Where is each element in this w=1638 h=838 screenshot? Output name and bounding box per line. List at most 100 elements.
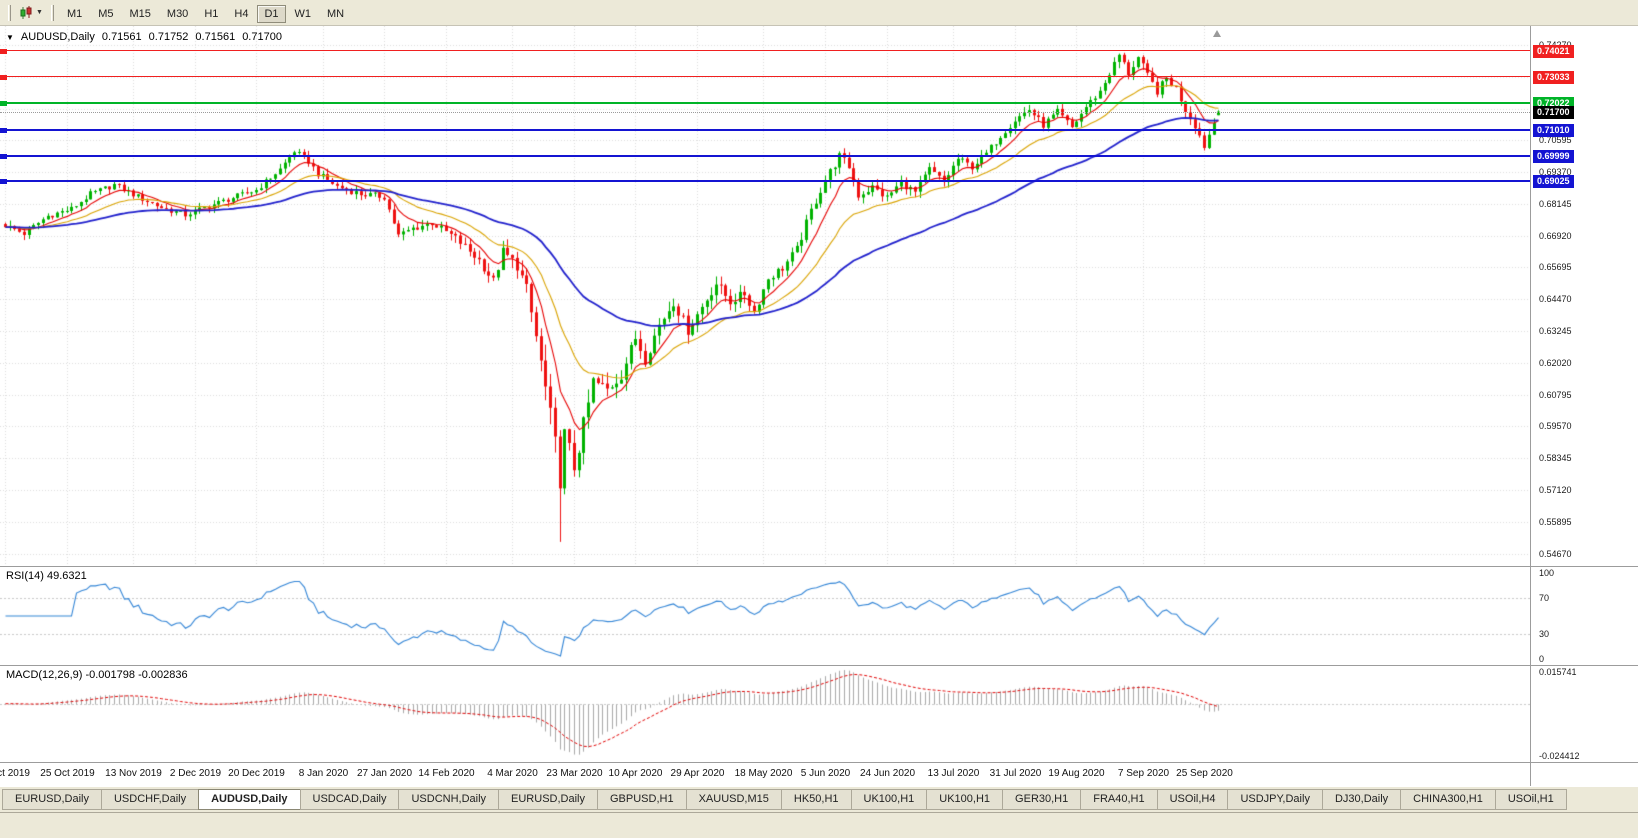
rsi-indicator-canvas[interactable] <box>0 567 1530 665</box>
chart-tab-FRA40-H1[interactable]: FRA40,H1 <box>1080 789 1158 810</box>
horizontal-levels-layer <box>0 26 1530 566</box>
date-axis-label: 29 Apr 2020 <box>670 768 725 779</box>
timeframe-button-H1[interactable]: H1 <box>204 7 219 20</box>
date-axis-label: 5 Jun 2020 <box>800 768 851 779</box>
chart-tab-DJ30-Daily[interactable]: DJ30,Daily <box>1321 789 1402 810</box>
horizontal-level-line[interactable] <box>0 102 1530 104</box>
level-left-marker-icon <box>0 49 7 54</box>
chart-symbol-label: AUDUSD,Daily <box>20 31 95 43</box>
date-axis-label: 14 Feb 2020 <box>418 768 475 779</box>
chart-type-icon[interactable] <box>16 4 36 22</box>
pane-separator[interactable] <box>0 762 1638 763</box>
rsi-axis-label: 0 <box>1539 654 1545 664</box>
date-axis-label: 25 Sep 2020 <box>1176 768 1233 779</box>
chart-tab-UK100-H1[interactable]: UK100,H1 <box>850 789 928 810</box>
horizontal-level-line[interactable] <box>0 180 1530 182</box>
candlestick-icon <box>20 5 32 19</box>
price-axis-label: 0.70595 <box>1539 135 1572 145</box>
horizontal-level-line[interactable] <box>0 129 1530 131</box>
rsi-axis-label: 100 <box>1539 568 1555 578</box>
timeframe-button-W1[interactable]: W1 <box>294 7 312 20</box>
macd-label: MACD(12,26,9) -0.001798 -0.002836 <box>6 669 188 681</box>
price-axis-label: 0.66920 <box>1539 231 1572 241</box>
price-axis-label: 0.59570 <box>1539 421 1572 431</box>
price-axis-label: 0.68145 <box>1539 199 1572 209</box>
toolbar-grip[interactable] <box>8 4 11 21</box>
chart-tab-HK50-H1[interactable]: HK50,H1 <box>780 789 852 810</box>
timeframe-button-D1[interactable]: D1 <box>257 4 286 23</box>
collapse-triangle-icon[interactable]: ▼ <box>6 33 14 42</box>
level-left-marker-icon <box>0 101 7 106</box>
chart-tab-EURUSD-Daily[interactable]: EURUSD,Daily <box>2 789 102 810</box>
toolbar-grip[interactable] <box>50 4 54 21</box>
price-axis-label: 0.60795 <box>1539 390 1572 400</box>
price-axis-label: 0.62020 <box>1539 358 1572 368</box>
chart-tab-USDCAD-Daily[interactable]: USDCAD,Daily <box>299 789 400 810</box>
horizontal-level-line[interactable] <box>0 76 1530 77</box>
timeframe-button-M30[interactable]: M30 <box>166 7 189 20</box>
time-axis[interactable]: 7 Oct 2019 25 Oct 2019 13 Nov 2019 2 Dec 20… <box>0 763 1530 786</box>
chart-tab-EURUSD-Daily[interactable]: EURUSD,Daily <box>498 789 598 810</box>
price-axis-label: 0.69370 <box>1539 167 1572 177</box>
date-axis-label: 31 Jul 2020 <box>989 768 1042 779</box>
price-axis-label: 0.55895 <box>1539 517 1572 527</box>
price-level-badge: 0.71010 <box>1533 124 1574 137</box>
chart-tab-GER30-H1[interactable]: GER30,H1 <box>1002 789 1082 810</box>
horizontal-level-line[interactable] <box>0 50 1530 51</box>
current-price-badge: 0.71700 <box>1533 106 1574 119</box>
chart-tab-CHINA300-H1[interactable]: CHINA300,H1 <box>1400 789 1496 810</box>
low-value: 0.71561 <box>195 31 236 43</box>
chart-tab-USDCNH-Daily[interactable]: USDCNH,Daily <box>398 789 500 810</box>
timeframe-button-H4[interactable]: H4 <box>234 7 249 20</box>
date-axis-label: 24 Jun 2020 <box>859 768 916 779</box>
date-axis-label: 2 Dec 2019 <box>169 768 222 779</box>
date-axis-label: 18 May 2020 <box>734 768 793 779</box>
date-axis-label: 19 Aug 2020 <box>1048 768 1105 779</box>
date-axis-label: 23 Mar 2020 <box>546 768 603 779</box>
status-strip <box>0 812 1638 838</box>
open-value: 0.71561 <box>101 31 142 43</box>
chart-window: ▼ AUDUSD,Daily 0.71561 0.71752 0.71561 0… <box>0 26 1638 786</box>
close-value: 0.71700 <box>242 31 282 43</box>
price-level-badge: 0.69999 <box>1533 150 1574 163</box>
macd-axis-label: -0.024412 <box>1539 751 1580 761</box>
chart-tab-USOil-H4[interactable]: USOil,H4 <box>1156 789 1229 810</box>
price-axis-label: 0.54670 <box>1539 549 1572 559</box>
chevron-down-icon[interactable]: ▼ <box>36 9 43 16</box>
date-axis-label: 7 Oct 2019 <box>0 768 30 779</box>
chart-tab-bar: EURUSD,Daily USDCHF,Daily AUDUSD,Daily USDC… <box>0 786 1638 812</box>
date-axis-label: 4 Mar 2020 <box>487 768 538 779</box>
level-left-marker-icon <box>0 154 7 159</box>
rsi-label: RSI(14) 49.6321 <box>6 570 87 582</box>
high-value: 0.71752 <box>148 31 189 43</box>
timeframe-button-M15[interactable]: M15 <box>129 7 151 20</box>
level-left-marker-icon <box>0 75 7 80</box>
price-axis-label: 0.64470 <box>1539 294 1572 304</box>
timeframe-toolbar: ▼ M1 M5 M15 M30 H1 H4 D1 W1 MN <box>0 0 1638 26</box>
chart-tab-UK100-H1[interactable]: UK100,H1 <box>926 789 1004 810</box>
pane-separator[interactable] <box>0 665 1638 666</box>
timeframe-button-MN[interactable]: MN <box>327 7 345 20</box>
timeframe-button-M5[interactable]: M5 <box>98 7 114 20</box>
chart-tab-USDJPY-Daily[interactable]: USDJPY,Daily <box>1227 789 1323 810</box>
pane-separator[interactable] <box>0 566 1638 567</box>
price-axis[interactable]: 0.742700.730450.718200.705950.693700.681… <box>1531 26 1638 786</box>
chart-tab-USOil-H1[interactable]: USOil,H1 <box>1494 789 1567 810</box>
date-axis-label: 7 Sep 2020 <box>1117 768 1170 779</box>
price-axis-label: 0.65695 <box>1539 262 1572 272</box>
date-axis-label: 27 Jan 2020 <box>356 768 413 779</box>
price-chart-canvas[interactable] <box>0 26 1530 566</box>
timeframe-button-M1[interactable]: M1 <box>66 7 83 20</box>
chart-tab-AUDUSD-Daily[interactable]: AUDUSD,Daily <box>198 789 301 810</box>
price-axis-label: 0.57120 <box>1539 485 1572 495</box>
chart-tab-XAUUSD-M15[interactable]: XAUUSD,M15 <box>685 789 782 810</box>
rsi-axis-label: 30 <box>1539 629 1550 640</box>
chart-tab-GBPUSD-H1[interactable]: GBPUSD,H1 <box>597 789 687 810</box>
macd-indicator-canvas[interactable] <box>0 666 1530 762</box>
chart-shift-marker-icon[interactable] <box>1213 30 1221 37</box>
level-left-marker-icon <box>0 179 7 184</box>
chart-tab-USDCHF-Daily[interactable]: USDCHF,Daily <box>100 789 200 810</box>
price-axis-label: 0.58345 <box>1539 453 1572 463</box>
horizontal-level-line[interactable] <box>0 155 1530 157</box>
